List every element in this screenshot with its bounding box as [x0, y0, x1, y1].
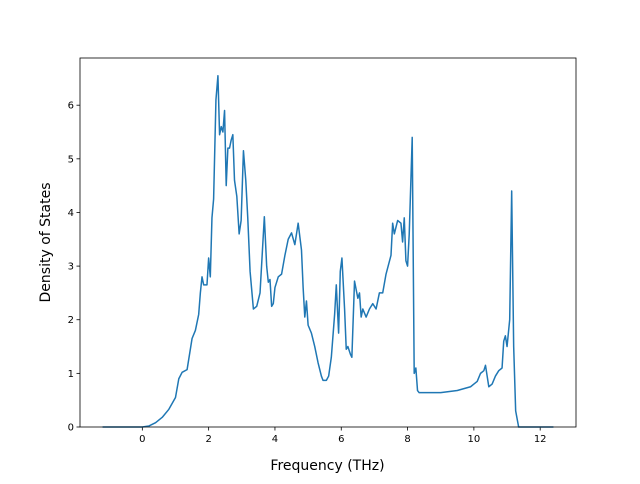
plot-frame — [79, 57, 577, 428]
x-tick-label: 6 — [338, 434, 344, 445]
y-tick-label: 3 — [68, 262, 74, 273]
y-tick-label: 4 — [68, 208, 74, 219]
y-tick-label: 2 — [68, 315, 74, 326]
x-tick-label: 10 — [468, 434, 481, 445]
y-tick-label: 6 — [68, 101, 74, 112]
x-axis-label: Frequency (THz) — [270, 458, 384, 474]
x-tick-label: 12 — [534, 434, 547, 445]
y-tick-label: 5 — [68, 154, 74, 165]
y-tick-label: 0 — [68, 423, 74, 434]
x-tick-label: 2 — [205, 434, 211, 445]
x-tick-label: 0 — [139, 434, 145, 445]
x-tick-label: 8 — [404, 434, 410, 445]
x-tick-label: 4 — [272, 434, 278, 445]
y-tick-label: 1 — [68, 369, 74, 380]
line — [102, 74, 554, 428]
y-axis-label: Density of States — [38, 183, 54, 303]
